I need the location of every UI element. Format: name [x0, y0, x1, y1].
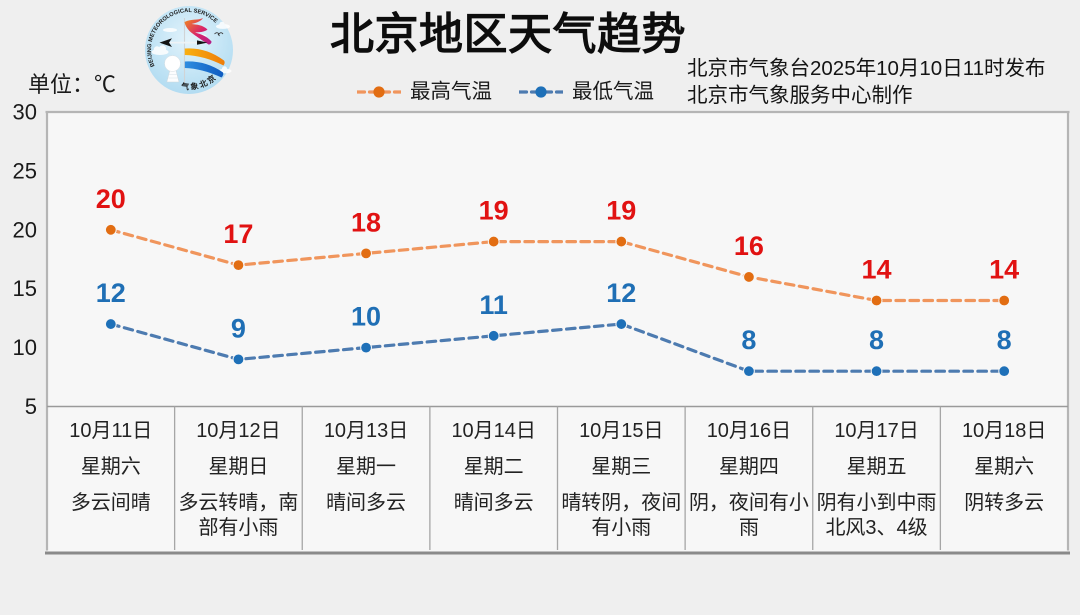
legend-label-0: 最高气温 [410, 80, 492, 103]
series-1-data-label: 9 [231, 313, 246, 343]
forecast-day-column-4: 10月15日 星期三晴转阴，夜间有小雨 [558, 407, 686, 551]
forecast-weather: 阴有小到中雨北风3、4级 [816, 492, 937, 539]
forecast-weather: 晴间多云 [453, 492, 534, 514]
forecast-day-column-6: 10月17日 星期五阴有小到中雨北风3、4级 [813, 407, 941, 551]
y-axis-tick-label: 15 [13, 276, 37, 301]
legend-label-1: 最低气温 [572, 80, 654, 103]
forecast-date: 10月16日 [706, 420, 792, 442]
series-0-data-label: 19 [479, 196, 509, 226]
forecast-weekday: 星期日 [208, 456, 269, 478]
forecast-day-column-0: 10月11日 星期六多云间晴 [47, 407, 175, 551]
forecast-table: 10月11日 星期六 多云间晴 10月12日 星期日 多云转晴，南部有小雨 10月13日 星期… [47, 407, 1068, 551]
forecast-date: 10月12日 [196, 420, 281, 442]
series-0-marker [487, 235, 500, 248]
source-line-producer: 北京市气象服务中心制作 [687, 83, 913, 107]
series-1-marker [360, 341, 372, 354]
series-1-data-label: 11 [479, 290, 508, 320]
legend-item-0: 最高气温 [357, 81, 492, 103]
series-0-marker [615, 235, 628, 248]
series-0-marker [232, 259, 245, 272]
series-line-0 [109, 228, 1006, 303]
y-axis-tick-label: 10 [13, 335, 37, 360]
source-info: 北京市气象台2025年10月10日11时发布 北京市气象服务中心制作 [687, 56, 1046, 109]
series-1-marker [232, 353, 245, 366]
series-0-marker [743, 271, 755, 283]
logo-blue-swoosh [184, 61, 224, 78]
forecast-day-column-5: 10月16日 星期四阴，夜间有小雨 [685, 407, 813, 551]
series-1-data-label: 8 [869, 325, 884, 355]
series-1-data-label: 8 [997, 325, 1012, 355]
forecast-weather: 晴间多云 [326, 492, 407, 514]
logo-wind-ribbon [184, 18, 212, 45]
forecast-weather: 晴转阴，夜间有小雨 [561, 492, 682, 539]
series-0-marker [360, 247, 372, 260]
unit-label: 单位：℃ [28, 72, 117, 97]
logo-weather-balloon [164, 55, 181, 83]
series-0-data-label: 14 [989, 254, 1019, 284]
forecast-weekday: 星期一 [336, 456, 397, 478]
series-0-marker [104, 223, 117, 236]
forecast-day-column-2: 10月13日 星期一晴间多云 [302, 407, 430, 551]
logo-bird [214, 32, 224, 37]
legend-marker-0 [357, 86, 401, 98]
series-0-data-label: 19 [606, 196, 636, 226]
forecast-date: 10月13日 [323, 420, 409, 442]
logo-bottom-text-glyph: 北 [198, 77, 209, 89]
forecast-day-column-3: 10月14日 星期二晴间多云 [430, 407, 558, 551]
series-line-1 [109, 322, 1006, 373]
series-1-marker [743, 365, 755, 378]
series-1-data-label: 12 [96, 278, 126, 308]
forecast-weekday: 星期五 [846, 456, 907, 478]
logo-bottom-text-glyph: 象 [190, 81, 199, 92]
forecast-weather: 阴，夜间有小雨 [688, 492, 809, 539]
logo-orange-swoosh [184, 48, 225, 66]
series-0-data-label: 18 [351, 207, 381, 237]
y-axis-tick-label: 30 [13, 100, 37, 125]
forecast-date: 10月17日 [834, 420, 919, 442]
series-1-marker [487, 329, 500, 342]
forecast-weekday: 星期三 [591, 456, 652, 478]
chart-legend: 最高气温 最低气温 [357, 81, 654, 103]
series-0-data-label: 14 [862, 254, 892, 284]
forecast-date: 10月18日 [961, 420, 1047, 442]
series-1-marker [615, 318, 628, 330]
forecast-date: 10月14日 [451, 420, 536, 442]
series-0-marker [998, 294, 1011, 307]
forecast-weekday: 星期六 [974, 456, 1035, 478]
forecast-weekday: 星期六 [80, 456, 141, 478]
legend-item-1: 最低气温 [519, 81, 654, 103]
series-1-marker [998, 365, 1011, 378]
series-0-marker [870, 294, 883, 307]
forecast-weekday: 星期四 [718, 456, 779, 478]
source-line-issued: 北京市气象台2025年10月10日11时发布 [687, 57, 1046, 80]
series-1-marker [104, 318, 117, 330]
y-axis-tick-label: 20 [13, 217, 37, 242]
forecast-date: 10月11日 [69, 420, 153, 442]
logo-bottom-text-glyph: 气 [180, 81, 190, 92]
series-0-data-label: 16 [734, 231, 764, 261]
forecast-date: 10月15日 [579, 420, 664, 442]
series-1-marker [870, 365, 883, 378]
page-title: 北京地区天气趋势 [330, 10, 686, 59]
y-axis-tick-label: 25 [13, 158, 37, 183]
logo-wind-vane-arrow [159, 38, 208, 47]
forecast-weather: 多云转晴，南部有小雨 [178, 492, 299, 539]
forecast-weekday: 星期二 [463, 456, 524, 478]
beijing-meteorological-service-logo: BEIJING METEOROLOGICAL SERVICE 气象北京 [145, 6, 233, 94]
forecast-day-column-1: 10月12日 星期日多云转晴，南部有小雨 [175, 407, 303, 551]
forecast-weather: 多云间晴 [70, 492, 151, 514]
forecast-day-column-7: 10月18日 星期六阴转多云 [940, 407, 1068, 551]
series-0-data-label: 17 [223, 219, 253, 249]
series-1-data-label: 8 [741, 325, 756, 355]
series-1-data-label: 12 [606, 278, 636, 308]
forecast-weather: 阴转多云 [964, 492, 1045, 514]
series-1-data-label: 10 [351, 302, 381, 332]
y-axis-tick-label: 5 [25, 394, 37, 419]
series-0-data-label: 20 [96, 184, 126, 214]
legend-marker-1 [519, 86, 563, 98]
